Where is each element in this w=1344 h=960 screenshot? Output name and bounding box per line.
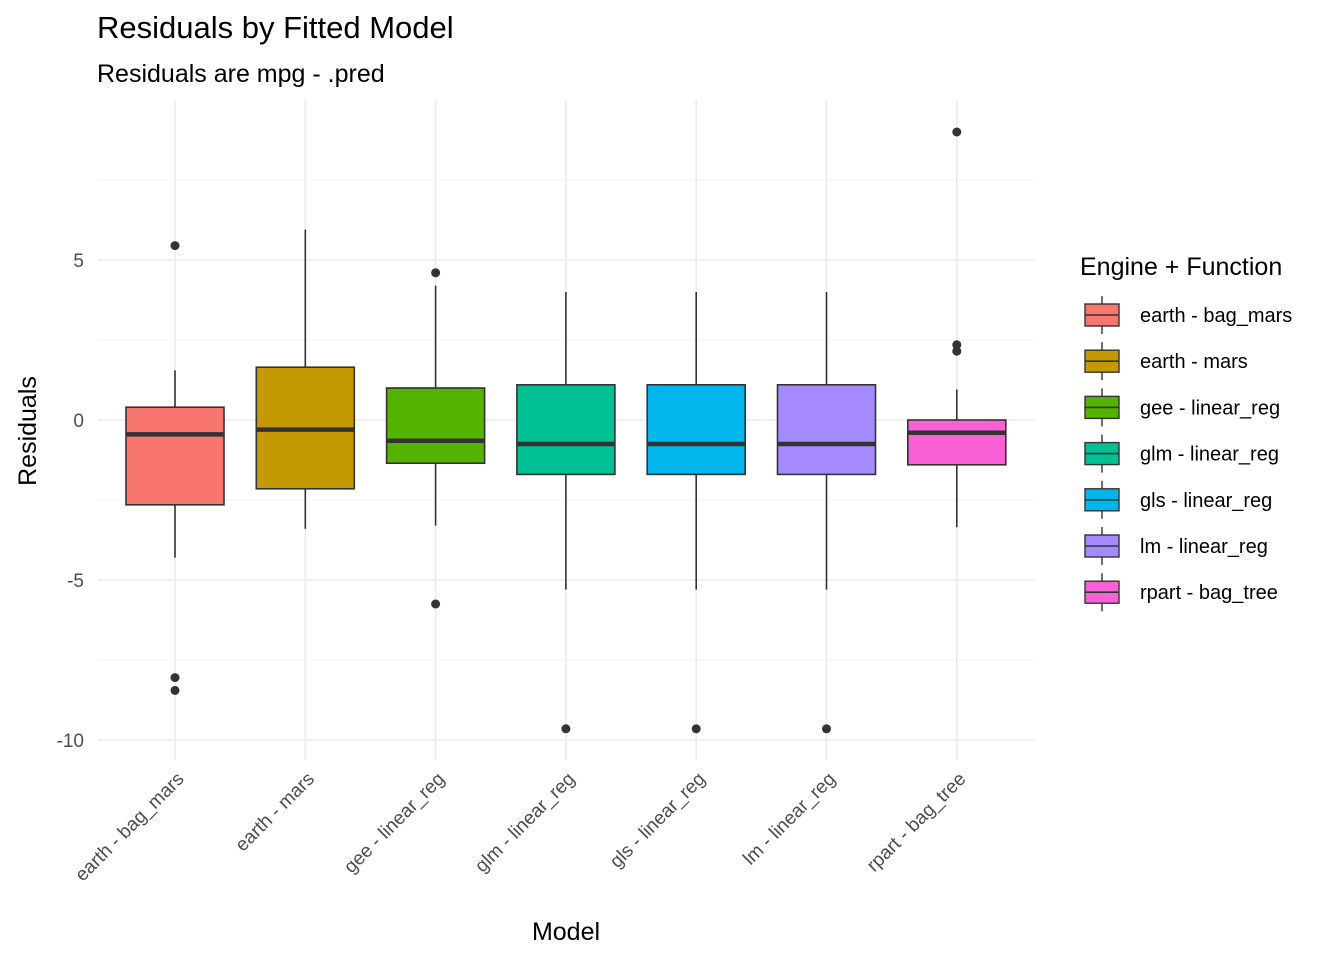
legend-item: glm - linear_reg	[1084, 434, 1279, 473]
box-group	[646, 292, 747, 734]
box-group	[776, 292, 877, 734]
outlier-point	[170, 673, 180, 683]
legend-label: earth - mars	[1140, 351, 1248, 373]
x-tick-label: earth - mars	[232, 769, 319, 856]
outlier-point	[691, 724, 701, 734]
x-tick-label: lm - linear_reg	[739, 769, 840, 870]
y-axis-ticks: 5 0 -5 -10	[57, 251, 84, 752]
x-tick-label: earth - bag_mars	[71, 769, 188, 886]
box	[646, 383, 747, 476]
box-series	[125, 127, 1007, 734]
outlier-point	[170, 241, 180, 251]
legend-item: earth - mars	[1084, 342, 1248, 381]
legend-label: earth - bag_mars	[1140, 305, 1292, 327]
legend-item: gls - linear_reg	[1084, 480, 1272, 519]
outlier-point	[952, 346, 962, 356]
legend-item: gee - linear_reg	[1084, 388, 1280, 427]
box-group	[255, 229, 356, 529]
outlier-point	[952, 340, 962, 350]
y-axis-title: Residuals	[14, 376, 42, 486]
outlier-point	[561, 724, 571, 734]
box-group	[906, 127, 1007, 528]
legend-item: earth - bag_mars	[1084, 296, 1292, 334]
box	[125, 406, 225, 506]
x-tick-label: glm - linear_reg	[471, 769, 579, 877]
box	[516, 383, 616, 476]
x-axis-title: Model	[532, 918, 600, 946]
legend: Engine + Function earth - bag_marsearth …	[1080, 253, 1292, 612]
box-group	[125, 241, 225, 695]
x-axis-ticks: earth - bag_mars earth - mars gee - linear…	[71, 769, 970, 886]
legend-item: rpart - bag_tree	[1084, 573, 1278, 612]
box	[776, 383, 877, 476]
outlier-point	[170, 685, 180, 695]
outlier-point	[431, 599, 441, 609]
box	[385, 387, 486, 464]
legend-label: gls - linear_reg	[1140, 490, 1272, 512]
x-tick-label: gee - linear_reg	[340, 769, 449, 878]
chart-title: Residuals by Fitted Model	[97, 10, 454, 45]
box	[906, 419, 1007, 466]
box-group	[385, 268, 486, 609]
outlier-point	[952, 127, 962, 137]
legend-label: lm - linear_reg	[1140, 536, 1268, 558]
x-tick-label: gls - linear_reg	[606, 769, 710, 873]
y-tick-label: -5	[67, 571, 84, 592]
legend-item: lm - linear_reg	[1084, 527, 1268, 565]
y-tick-label: 0	[73, 411, 84, 432]
outlier-point	[822, 724, 831, 734]
y-tick-label: -10	[57, 731, 84, 752]
legend-label: rpart - bag_tree	[1140, 582, 1278, 604]
legend-title: Engine + Function	[1080, 253, 1282, 281]
legend-label: glm - linear_reg	[1140, 444, 1279, 466]
box-group	[516, 292, 616, 734]
legend-label: gee - linear_reg	[1140, 397, 1280, 419]
outlier-point	[431, 268, 441, 278]
x-tick-label: rpart - bag_tree	[863, 769, 970, 876]
y-tick-label: 5	[73, 251, 84, 272]
chart-subtitle: Residuals are mpg - .pred	[97, 60, 385, 88]
